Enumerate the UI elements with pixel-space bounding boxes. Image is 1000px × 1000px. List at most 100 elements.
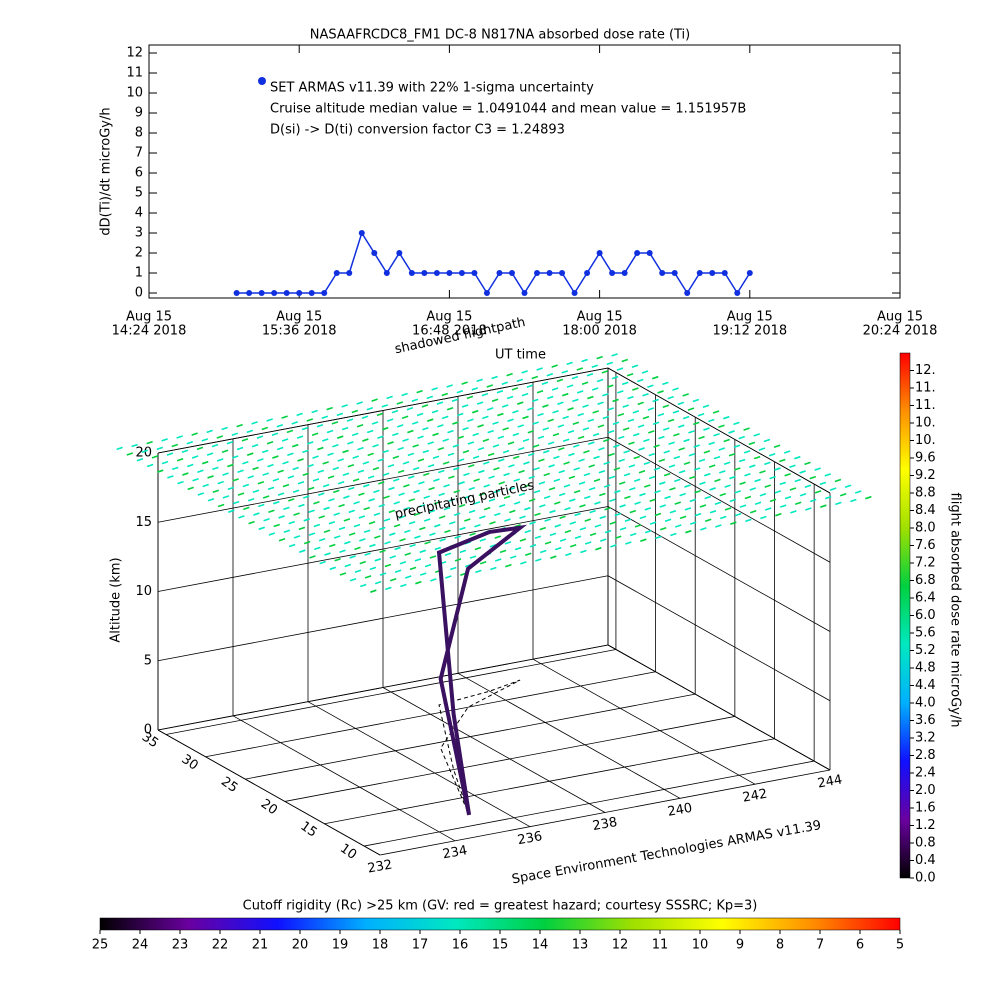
particle-dash — [639, 492, 646, 497]
particle-dash — [313, 500, 320, 505]
particle-dash — [434, 523, 441, 528]
colorbar-tick-label: 19 — [332, 938, 349, 953]
particle-dash — [493, 466, 500, 471]
particle-dash — [258, 526, 265, 531]
particle-dash — [667, 395, 674, 400]
particle-dash — [414, 535, 421, 539]
x-tick-label: Aug 15 — [276, 310, 322, 325]
data-point — [721, 270, 728, 276]
particle-dash — [392, 432, 399, 437]
lon-tick-label: 234 — [441, 843, 468, 862]
particle-dash — [364, 575, 372, 579]
particle-dash — [719, 470, 726, 474]
particle-dash — [316, 423, 324, 428]
particle-dash — [809, 498, 817, 503]
particle-dash — [299, 549, 306, 553]
alt-tick-label: 15 — [135, 515, 152, 530]
particle-dash — [347, 441, 354, 445]
particle-dash — [506, 372, 513, 377]
particle-dash — [251, 443, 259, 448]
particle-dash — [516, 378, 524, 383]
particle-dash — [449, 521, 456, 525]
particle-dash — [773, 444, 781, 449]
particle-dash — [663, 450, 670, 454]
particle-dash — [247, 475, 254, 479]
grid-line — [364, 760, 815, 847]
particle-dash — [597, 424, 605, 428]
particle-dash — [654, 512, 662, 517]
particle-dash — [463, 495, 471, 499]
plot-frame — [148, 44, 901, 299]
particle-dash — [399, 560, 407, 565]
particle-dash — [712, 410, 720, 414]
particle-dash — [272, 478, 280, 482]
particle-dash — [713, 433, 720, 437]
particle-dash — [571, 375, 579, 380]
particle-dash — [713, 455, 721, 460]
data-point — [734, 290, 741, 296]
particle-dash — [222, 495, 230, 499]
particle-dash — [348, 509, 355, 514]
particle-dash — [308, 532, 316, 536]
particle-dash — [272, 455, 279, 459]
particle-dash — [253, 512, 260, 516]
particle-dash — [670, 532, 677, 537]
particle-dash — [758, 447, 766, 451]
particle-dash — [217, 503, 225, 508]
particle-dash — [488, 475, 495, 480]
particle-dash — [804, 484, 812, 488]
particle-dash — [439, 538, 446, 542]
data-point — [283, 290, 290, 296]
grid-line — [607, 506, 831, 632]
particle-dash — [517, 424, 524, 428]
particle-dash — [509, 509, 516, 514]
particle-dash — [416, 412, 424, 417]
particle-dash — [291, 443, 299, 448]
particle-dash — [554, 501, 561, 505]
particle-dash — [415, 580, 422, 585]
particle-dash — [383, 495, 390, 499]
particle-dash — [491, 398, 499, 403]
particle-dash — [673, 432, 680, 437]
particle-dash — [273, 523, 280, 528]
particle-dash — [486, 407, 494, 411]
particle-dash — [546, 372, 554, 377]
particle-dash — [353, 523, 361, 528]
particle-dash — [566, 361, 573, 366]
particle-dash — [431, 387, 438, 391]
particle-dash — [397, 469, 405, 474]
particle-dash — [336, 435, 344, 439]
particle-dash — [723, 415, 730, 420]
particle-dash — [192, 478, 199, 482]
particle-dash — [754, 478, 761, 483]
particle-dash — [594, 501, 601, 505]
particle-dash — [673, 455, 681, 460]
particle-dash — [381, 426, 389, 431]
particle-dash — [475, 569, 482, 574]
particle-dash — [504, 541, 512, 545]
particle-dash — [297, 480, 305, 485]
particle-dash — [583, 472, 591, 477]
particle-dash — [436, 401, 444, 405]
particle-dash — [478, 469, 485, 474]
particle-dash — [539, 504, 546, 508]
particle-dash — [347, 463, 355, 468]
particle-dash — [282, 461, 289, 465]
particle-dash — [394, 546, 401, 551]
particle-dash — [774, 490, 782, 494]
particle-dash — [577, 435, 585, 440]
particle-dash — [537, 435, 545, 440]
particle-dash — [642, 415, 650, 420]
particle-dash — [820, 504, 827, 508]
particle-dash — [423, 472, 430, 477]
particle-dash — [487, 452, 495, 457]
particle-dash — [557, 401, 564, 405]
particle-dash — [417, 458, 425, 462]
particle-dash — [182, 472, 189, 476]
particle-dash — [537, 412, 544, 417]
particle-dash — [400, 583, 407, 588]
particle-dash — [429, 532, 436, 536]
particle-dash — [563, 461, 570, 465]
particle-dash — [753, 433, 760, 437]
particle-dash — [561, 370, 569, 374]
